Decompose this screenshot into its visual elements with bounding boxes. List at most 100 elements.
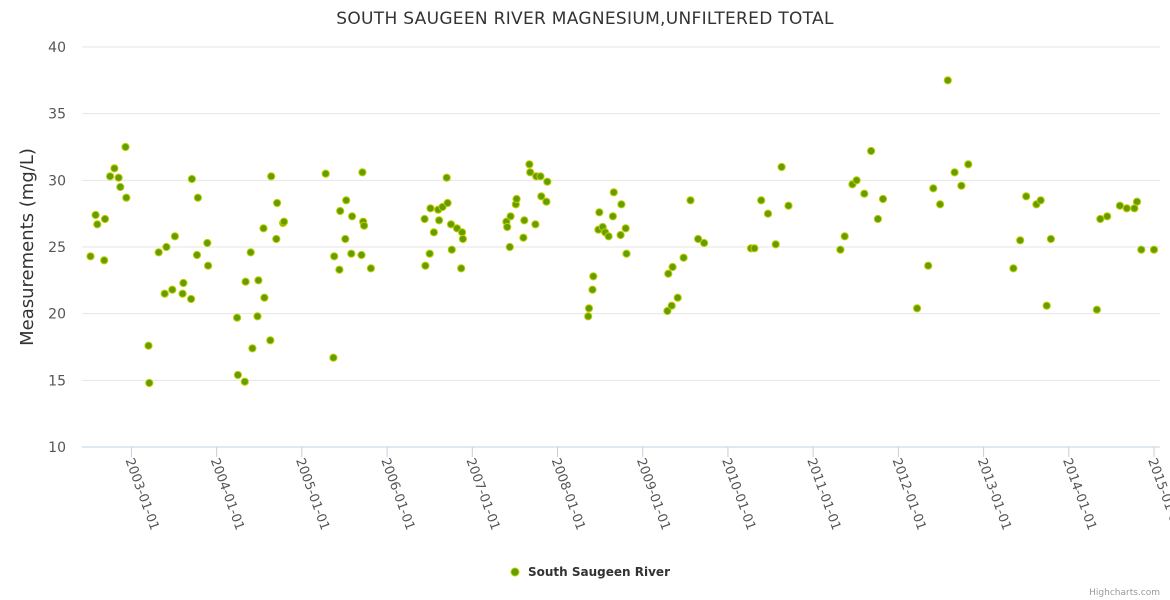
data-point[interactable] — [1036, 196, 1045, 205]
data-point[interactable] — [187, 294, 196, 304]
data-point[interactable] — [750, 244, 759, 253]
data-point[interactable] — [348, 212, 357, 221]
data-point[interactable] — [360, 221, 369, 230]
data-point[interactable] — [193, 193, 202, 202]
data-point[interactable] — [700, 238, 709, 248]
data-point[interactable] — [1115, 201, 1125, 210]
data-point[interactable] — [771, 240, 780, 249]
data-point[interactable] — [168, 285, 177, 294]
data-point[interactable] — [836, 245, 845, 254]
data-point[interactable] — [272, 234, 281, 244]
data-point[interactable] — [617, 200, 626, 209]
data-point[interactable] — [254, 276, 263, 285]
data-point[interactable] — [537, 192, 546, 201]
data-point[interactable] — [443, 198, 452, 208]
data-point[interactable] — [757, 196, 766, 205]
data-point[interactable] — [531, 220, 540, 229]
data-point[interactable] — [1042, 301, 1051, 310]
data-point[interactable] — [335, 265, 344, 274]
data-point[interactable] — [673, 293, 682, 302]
data-point[interactable] — [1092, 305, 1102, 314]
data-point[interactable] — [260, 293, 269, 302]
data-point[interactable] — [144, 341, 153, 350]
data-point[interactable] — [241, 277, 250, 286]
data-point[interactable] — [259, 224, 268, 233]
data-point[interactable] — [679, 253, 688, 262]
data-point[interactable] — [266, 336, 275, 345]
data-point[interactable] — [589, 272, 598, 281]
data-point[interactable] — [420, 214, 429, 224]
data-point[interactable] — [519, 233, 528, 242]
legend[interactable]: South Saugeen River — [510, 565, 670, 579]
data-point[interactable] — [457, 264, 466, 273]
data-point[interactable] — [426, 204, 435, 213]
data-point[interactable] — [233, 370, 242, 380]
data-point[interactable] — [668, 262, 677, 272]
data-point[interactable] — [873, 214, 883, 224]
data-point[interactable] — [93, 220, 102, 229]
data-point[interactable] — [114, 173, 123, 182]
data-point[interactable] — [121, 142, 130, 152]
data-point[interactable] — [192, 250, 202, 260]
data-point[interactable] — [447, 245, 456, 254]
data-point[interactable] — [240, 377, 249, 386]
data-point[interactable] — [179, 278, 188, 288]
data-point[interactable] — [336, 206, 345, 216]
data-point[interactable] — [1103, 212, 1112, 221]
data-point[interactable] — [525, 160, 534, 169]
data-point[interactable] — [964, 160, 973, 169]
data-point[interactable] — [867, 146, 876, 156]
data-point[interactable] — [1046, 234, 1056, 244]
data-point[interactable] — [1137, 245, 1146, 254]
data-point[interactable] — [421, 261, 430, 270]
data-point[interactable] — [267, 172, 276, 181]
data-point[interactable] — [505, 242, 514, 252]
data-point[interactable] — [273, 198, 282, 208]
data-point[interactable] — [116, 182, 125, 192]
data-point[interactable] — [950, 168, 959, 177]
data-point[interactable] — [604, 232, 613, 241]
data-point[interactable] — [86, 252, 95, 261]
data-point[interactable] — [357, 250, 366, 260]
data-point[interactable] — [435, 216, 444, 225]
data-point[interactable] — [584, 304, 594, 313]
data-point[interactable] — [233, 313, 242, 322]
data-point[interactable] — [162, 242, 171, 252]
data-point[interactable] — [763, 209, 773, 218]
data-point[interactable] — [664, 269, 673, 278]
data-point[interactable] — [429, 228, 438, 237]
data-point[interactable] — [520, 216, 529, 225]
data-point[interactable] — [1009, 264, 1018, 273]
data-point[interactable] — [536, 172, 545, 181]
data-point[interactable] — [279, 217, 289, 226]
data-point[interactable] — [512, 194, 521, 204]
data-point[interactable] — [840, 232, 849, 241]
data-point[interactable] — [663, 306, 672, 316]
data-point[interactable] — [686, 196, 695, 205]
data-point[interactable] — [145, 378, 154, 388]
data-point[interactable] — [442, 173, 451, 182]
data-point[interactable] — [187, 174, 196, 184]
data-point[interactable] — [458, 234, 467, 244]
data-point[interactable] — [543, 177, 552, 186]
data-point[interactable] — [341, 234, 350, 244]
data-point[interactable] — [694, 234, 703, 244]
data-point[interactable] — [203, 238, 212, 248]
data-point[interactable] — [160, 289, 169, 298]
data-point[interactable] — [342, 196, 351, 205]
data-point[interactable] — [784, 201, 793, 210]
data-point[interactable] — [253, 312, 262, 321]
data-point[interactable] — [358, 168, 367, 177]
data-point[interactable] — [425, 249, 434, 258]
data-point[interactable] — [860, 189, 869, 198]
data-point[interactable] — [347, 249, 356, 258]
data-point[interactable] — [943, 76, 952, 85]
data-point[interactable] — [616, 230, 625, 240]
data-point[interactable] — [100, 214, 110, 224]
data-point[interactable] — [936, 200, 945, 209]
data-point[interactable] — [321, 169, 330, 178]
data-point[interactable] — [584, 312, 593, 321]
data-point[interactable] — [178, 289, 187, 298]
data-point[interactable] — [100, 256, 109, 265]
data-point[interactable] — [122, 193, 131, 202]
